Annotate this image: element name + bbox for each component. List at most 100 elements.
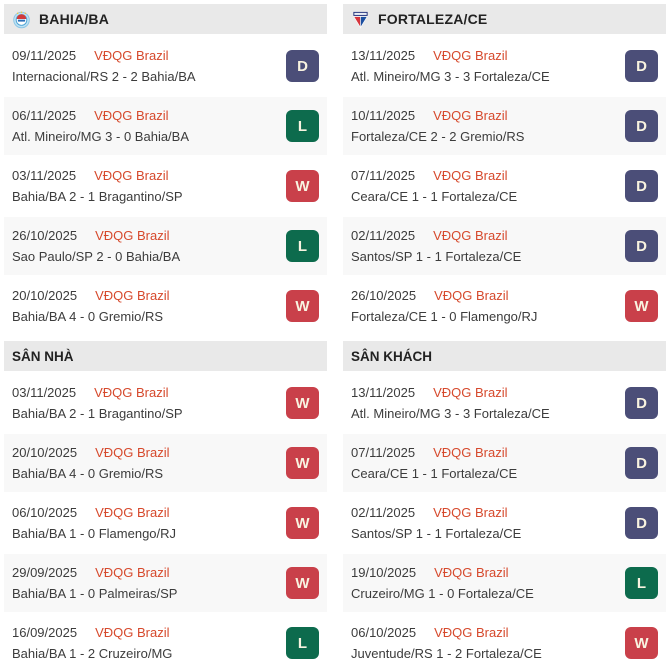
result-badge: W xyxy=(286,447,319,479)
match-league: VĐQG Brazil xyxy=(95,625,170,640)
match-date: 13/11/2025 xyxy=(351,385,416,400)
match-date: 03/11/2025 xyxy=(12,168,77,183)
match-row[interactable]: 16/09/2025 VĐQG Brazil Bahia/BA 1 - 2 Cr… xyxy=(4,614,327,662)
match-date: 26/10/2025 xyxy=(12,228,78,243)
section-form-list: 03/11/2025 VĐQG Brazil Bahia/BA 2 - 1 Br… xyxy=(4,374,327,662)
match-date: 02/11/2025 xyxy=(351,228,416,243)
match-league: VĐQG Brazil xyxy=(95,565,170,580)
match-row[interactable]: 19/10/2025 VĐQG Brazil Cruzeiro/MG 1 - 0… xyxy=(343,554,666,614)
match-league: VĐQG Brazil xyxy=(434,625,509,640)
match-row[interactable]: 06/11/2025 VĐQG Brazil Atl. Mineiro/MG 3… xyxy=(4,97,327,157)
match-meta: 26/10/2025 VĐQG Brazil xyxy=(12,225,180,246)
match-date: 02/11/2025 xyxy=(351,505,416,520)
match-info: 06/11/2025 VĐQG Brazil Atl. Mineiro/MG 3… xyxy=(12,105,189,147)
match-row[interactable]: 20/10/2025 VĐQG Brazil Bahia/BA 4 - 0 Gr… xyxy=(4,277,327,337)
match-date: 06/11/2025 xyxy=(12,108,77,123)
result-badge: L xyxy=(286,627,319,659)
team-header: FORTALEZA/CE xyxy=(343,4,666,34)
team-column: FORTALEZA/CE 13/11/2025 VĐQG Brazil Atl.… xyxy=(343,4,666,662)
result-badge: D xyxy=(286,50,319,82)
match-info: 03/11/2025 VĐQG Brazil Bahia/BA 2 - 1 Br… xyxy=(12,165,183,207)
match-meta: 20/10/2025 VĐQG Brazil xyxy=(12,442,169,463)
match-teams-score: Ceara/CE 1 - 1 Fortaleza/CE xyxy=(351,189,518,204)
recent-form-list: 09/11/2025 VĐQG Brazil Internacional/RS … xyxy=(4,37,327,337)
match-row[interactable]: 13/11/2025 VĐQG Brazil Atl. Mineiro/MG 3… xyxy=(343,374,666,434)
match-date: 26/10/2025 xyxy=(351,288,417,303)
match-league: VĐQG Brazil xyxy=(433,445,508,460)
match-row[interactable]: 06/10/2025 VĐQG Brazil Juventude/RS 1 - … xyxy=(343,614,666,662)
match-league: VĐQG Brazil xyxy=(94,48,169,63)
match-teams-score: Santos/SP 1 - 1 Fortaleza/CE xyxy=(351,249,522,264)
match-row[interactable]: 13/11/2025 VĐQG Brazil Atl. Mineiro/MG 3… xyxy=(343,37,666,97)
team-crest-icon xyxy=(351,10,370,29)
match-meta: 03/11/2025 VĐQG Brazil xyxy=(12,382,183,403)
match-teams-score: Fortaleza/CE 2 - 2 Gremio/RS xyxy=(351,129,525,144)
match-row[interactable]: 26/10/2025 VĐQG Brazil Fortaleza/CE 1 - … xyxy=(343,277,666,337)
match-row[interactable]: 10/11/2025 VĐQG Brazil Fortaleza/CE 2 - … xyxy=(343,97,666,157)
match-row[interactable]: 02/11/2025 VĐQG Brazil Santos/SP 1 - 1 F… xyxy=(343,217,666,277)
match-row[interactable]: 06/10/2025 VĐQG Brazil Bahia/BA 1 - 0 Fl… xyxy=(4,494,327,554)
match-row[interactable]: 07/11/2025 VĐQG Brazil Ceara/CE 1 - 1 Fo… xyxy=(343,157,666,217)
match-teams-score: Santos/SP 1 - 1 Fortaleza/CE xyxy=(351,526,522,541)
result-badge: D xyxy=(625,387,658,419)
match-meta: 02/11/2025 VĐQG Brazil xyxy=(351,502,521,523)
match-league: VĐQG Brazil xyxy=(95,445,170,460)
match-row[interactable]: 20/10/2025 VĐQG Brazil Bahia/BA 4 - 0 Gr… xyxy=(4,434,327,494)
match-info: 10/11/2025 VĐQG Brazil Fortaleza/CE 2 - … xyxy=(351,105,524,147)
match-teams-score: Bahia/BA 4 - 0 Gremio/RS xyxy=(12,466,164,481)
match-league: VĐQG Brazil xyxy=(94,168,169,183)
match-teams-score: Bahia/BA 1 - 0 Flamengo/RJ xyxy=(12,526,177,541)
match-league: VĐQG Brazil xyxy=(94,385,169,400)
match-info: 19/10/2025 VĐQG Brazil Cruzeiro/MG 1 - 0… xyxy=(351,562,534,604)
match-info: 07/11/2025 VĐQG Brazil Ceara/CE 1 - 1 Fo… xyxy=(351,442,517,484)
match-meta: 07/11/2025 VĐQG Brazil xyxy=(351,442,517,463)
result-badge: D xyxy=(625,170,658,202)
result-badge: D xyxy=(625,110,658,142)
match-row[interactable]: 29/09/2025 VĐQG Brazil Bahia/BA 1 - 0 Pa… xyxy=(4,554,327,614)
result-badge: W xyxy=(625,627,658,659)
result-badge: W xyxy=(286,387,319,419)
match-meta: 16/09/2025 VĐQG Brazil xyxy=(12,622,172,643)
match-league: VĐQG Brazil xyxy=(433,108,508,123)
match-league: VĐQG Brazil xyxy=(433,48,508,63)
match-teams-score: Juventude/RS 1 - 2 Fortaleza/CE xyxy=(351,646,542,661)
match-row[interactable]: 26/10/2025 VĐQG Brazil Sao Paulo/SP 2 - … xyxy=(4,217,327,277)
match-league: VĐQG Brazil xyxy=(433,505,508,520)
match-meta: 10/11/2025 VĐQG Brazil xyxy=(351,105,524,126)
result-badge: L xyxy=(286,230,319,262)
match-league: VĐQG Brazil xyxy=(95,228,170,243)
match-info: 20/10/2025 VĐQG Brazil Bahia/BA 4 - 0 Gr… xyxy=(12,442,169,484)
match-meta: 06/11/2025 VĐQG Brazil xyxy=(12,105,189,126)
match-date: 06/10/2025 xyxy=(12,505,78,520)
result-badge: D xyxy=(625,507,658,539)
section-title: SÂN KHÁCH xyxy=(351,348,432,364)
match-meta: 29/09/2025 VĐQG Brazil xyxy=(12,562,177,583)
match-info: 26/10/2025 VĐQG Brazil Fortaleza/CE 1 - … xyxy=(351,285,537,327)
match-row[interactable]: 03/11/2025 VĐQG Brazil Bahia/BA 2 - 1 Br… xyxy=(4,157,327,217)
match-meta: 26/10/2025 VĐQG Brazil xyxy=(351,285,537,306)
match-info: 29/09/2025 VĐQG Brazil Bahia/BA 1 - 0 Pa… xyxy=(12,562,177,604)
match-info: 06/10/2025 VĐQG Brazil Juventude/RS 1 - … xyxy=(351,622,542,662)
match-league: VĐQG Brazil xyxy=(434,288,509,303)
result-badge: W xyxy=(625,290,658,322)
match-date: 29/09/2025 xyxy=(12,565,78,580)
match-row[interactable]: 07/11/2025 VĐQG Brazil Ceara/CE 1 - 1 Fo… xyxy=(343,434,666,494)
match-meta: 19/10/2025 VĐQG Brazil xyxy=(351,562,534,583)
result-badge: L xyxy=(625,567,658,599)
match-date: 16/09/2025 xyxy=(12,625,78,640)
match-row[interactable]: 02/11/2025 VĐQG Brazil Santos/SP 1 - 1 F… xyxy=(343,494,666,554)
match-teams-score: Ceara/CE 1 - 1 Fortaleza/CE xyxy=(351,466,518,481)
match-teams-score: Bahia/BA 1 - 0 Palmeiras/SP xyxy=(12,586,178,601)
match-date: 10/11/2025 xyxy=(351,108,416,123)
match-meta: 20/10/2025 VĐQG Brazil xyxy=(12,285,169,306)
match-info: 03/11/2025 VĐQG Brazil Bahia/BA 2 - 1 Br… xyxy=(12,382,183,424)
match-teams-score: Bahia/BA 2 - 1 Bragantino/SP xyxy=(12,406,183,421)
match-league: VĐQG Brazil xyxy=(95,505,170,520)
recent-form-list: 13/11/2025 VĐQG Brazil Atl. Mineiro/MG 3… xyxy=(343,37,666,337)
match-date: 07/11/2025 xyxy=(351,445,416,460)
result-badge: L xyxy=(286,110,319,142)
match-info: 13/11/2025 VĐQG Brazil Atl. Mineiro/MG 3… xyxy=(351,382,550,424)
match-row[interactable]: 09/11/2025 VĐQG Brazil Internacional/RS … xyxy=(4,37,327,97)
match-row[interactable]: 03/11/2025 VĐQG Brazil Bahia/BA 2 - 1 Br… xyxy=(4,374,327,434)
match-info: 20/10/2025 VĐQG Brazil Bahia/BA 4 - 0 Gr… xyxy=(12,285,169,327)
